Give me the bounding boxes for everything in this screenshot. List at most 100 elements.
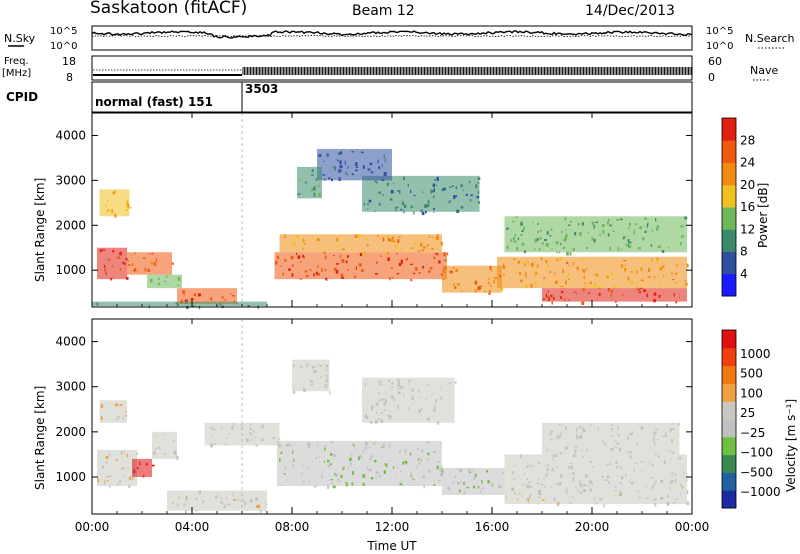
heatmap-cell xyxy=(217,491,219,494)
heatmap-cell xyxy=(506,227,509,230)
heatmap-cell xyxy=(345,481,347,484)
heatmap-cell xyxy=(183,294,186,296)
heatmap-cell xyxy=(344,160,346,165)
heatmap-cell xyxy=(370,455,373,458)
heatmap-cell xyxy=(547,467,549,471)
heatmap-band xyxy=(152,431,177,459)
heatmap-cell xyxy=(655,428,659,430)
heatmap-cell xyxy=(384,463,386,466)
heatmap-cell xyxy=(364,414,368,419)
heatmap-cell xyxy=(433,211,435,213)
heatmap-cell xyxy=(226,496,228,501)
heatmap-cell xyxy=(657,245,661,249)
heatmap-cell xyxy=(655,479,657,483)
y-tick-label: 1000 xyxy=(55,263,86,277)
heatmap-cell xyxy=(127,264,131,266)
heatmap-cell xyxy=(559,451,563,455)
heatmap-cell xyxy=(510,239,513,242)
heatmap-cell xyxy=(484,290,486,294)
heatmap-cell xyxy=(317,273,321,276)
heatmap-cell xyxy=(669,480,672,484)
heatmap-cell xyxy=(607,289,610,292)
heatmap-cell xyxy=(669,486,671,490)
heatmap-cell xyxy=(374,210,376,212)
heatmap-cell xyxy=(672,427,675,430)
heatmap-cell xyxy=(407,406,410,410)
heatmap-cell xyxy=(226,437,228,439)
heatmap-cell xyxy=(528,496,532,498)
heatmap-cell xyxy=(285,479,288,481)
heatmap-cell xyxy=(443,252,446,257)
heatmap-cell xyxy=(478,201,480,204)
heatmap-cell xyxy=(518,272,521,275)
heatmap-cell xyxy=(490,268,493,272)
heatmap-cell xyxy=(401,201,405,205)
heatmap-cell xyxy=(399,385,403,389)
heatmap-cell xyxy=(198,293,201,297)
heatmap-cell xyxy=(615,301,617,303)
heatmap-cell xyxy=(198,490,201,495)
heatmap-cell xyxy=(613,445,615,447)
heatmap-cell xyxy=(108,453,111,457)
heatmap-cell xyxy=(378,474,382,478)
heatmap-cell xyxy=(389,198,393,201)
cpid-label: CPID xyxy=(6,90,38,104)
heatmap-cell xyxy=(366,208,369,210)
colorbar-segment xyxy=(722,401,736,420)
heatmap-cell xyxy=(393,182,395,185)
heatmap-cell xyxy=(435,184,437,187)
heatmap-cell xyxy=(240,424,243,426)
heatmap-cell xyxy=(575,433,578,438)
heatmap-cell xyxy=(551,301,554,305)
heatmap-cell xyxy=(474,280,478,285)
heatmap-cell xyxy=(339,165,343,169)
heatmap-cell xyxy=(326,459,330,463)
heatmap-cell xyxy=(677,422,680,426)
heatmap-cell xyxy=(543,478,545,481)
heatmap-cell xyxy=(388,415,392,419)
heatmap-cell xyxy=(652,437,655,442)
heatmap-cell xyxy=(610,463,613,466)
heatmap-cell xyxy=(307,466,310,470)
noise-sky-trace xyxy=(91,30,693,39)
heatmap-cell xyxy=(340,273,344,277)
heatmap-cell xyxy=(259,509,262,513)
heatmap-cell xyxy=(403,176,405,181)
heatmap-cell xyxy=(468,468,471,473)
heatmap-cell xyxy=(96,302,99,306)
heatmap-cell xyxy=(428,270,431,273)
heatmap-cell xyxy=(114,213,117,218)
heatmap-cell xyxy=(670,439,674,443)
heatmap-cell xyxy=(627,436,629,440)
heatmap-cell xyxy=(590,460,592,464)
x-tick-label: 16:00 xyxy=(475,520,510,534)
heatmap-cell xyxy=(580,433,582,437)
heatmap-cell xyxy=(433,207,435,211)
station-title: Saskatoon (fitACF) xyxy=(90,0,247,18)
heatmap-cell xyxy=(271,436,274,439)
heatmap-cell xyxy=(540,256,543,261)
heatmap-cell xyxy=(533,273,536,276)
heatmap-cell xyxy=(374,420,378,424)
heatmap-cell xyxy=(610,424,614,426)
heatmap-cell xyxy=(514,234,516,237)
heatmap-cell xyxy=(327,485,330,489)
heatmap-cell xyxy=(653,276,656,279)
heatmap-band xyxy=(92,301,267,307)
heatmap-cell xyxy=(109,475,113,477)
heatmap-cell xyxy=(126,200,129,204)
heatmap-cell xyxy=(577,490,580,492)
heatmap-cell xyxy=(583,489,586,493)
heatmap-cell xyxy=(378,384,381,386)
heatmap-cell xyxy=(411,388,414,392)
heatmap-cell xyxy=(534,238,538,243)
heatmap-cell xyxy=(353,275,356,278)
heatmap-cell xyxy=(574,232,577,236)
heatmap-cell xyxy=(404,460,408,464)
heatmap-cell xyxy=(317,363,319,366)
heatmap-cell xyxy=(656,257,659,261)
heatmap-cell xyxy=(473,476,476,480)
heatmap-cell xyxy=(588,275,590,277)
heatmap-cell xyxy=(644,261,647,263)
heatmap-cell xyxy=(454,475,457,479)
